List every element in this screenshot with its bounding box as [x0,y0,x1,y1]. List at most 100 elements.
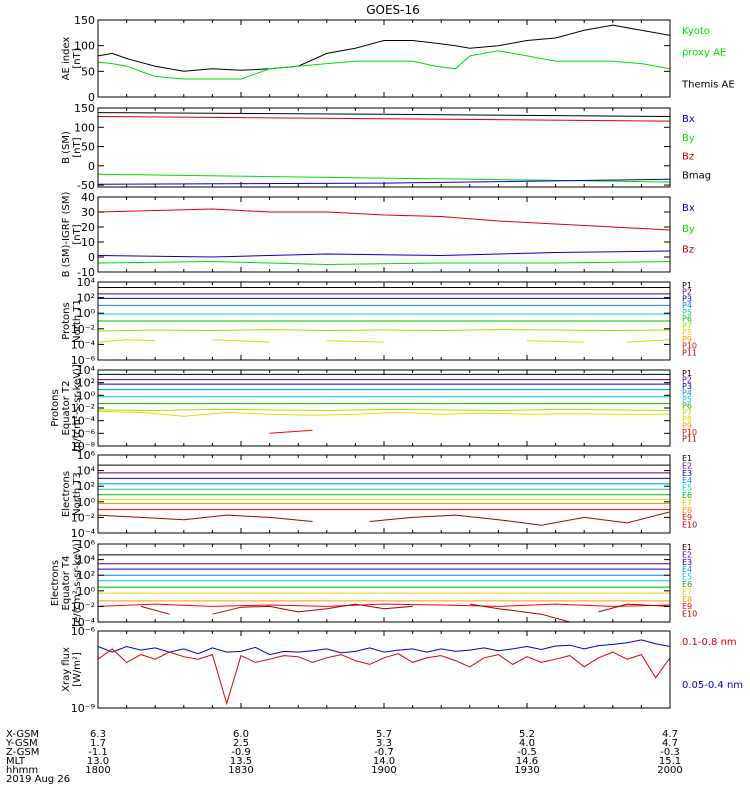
y-tick-label: 10⁻² [71,323,95,336]
legend-label: P1 [682,281,692,290]
y-axis-title: Equator T4 [61,556,72,611]
chart-title: GOES-16 [366,3,420,17]
legend-label: E3 [682,558,692,567]
legend-label: E4 [682,476,692,485]
y-axis-title: Xray flux [61,647,72,692]
y-tick-label: 10⁰ [77,389,96,402]
legend-label: Bx [682,203,695,214]
series-line-11 [369,511,670,526]
legend-label: P3 [682,382,692,391]
panel-8: 10⁻⁶ 10⁻⁹ Xray flux [W/m²] 0.1-0.8 nm 0.05-0.… [61,625,743,715]
y-tick-label: 10⁻⁴ [71,527,96,540]
series-line-8 [98,410,670,417]
legend-label: E4 [682,565,692,574]
series-line-1 [98,24,670,72]
panel-frame [97,369,671,447]
panel-3: -10 0 10 20 30 40 B (SM)-IGRF (SM) [nT] Bx By Bz [61,191,695,279]
legend-label: P8 [682,328,692,337]
time-axis-value: -0.7 [374,747,394,758]
y-tick-label: 10⁻⁴ [71,616,96,629]
legend-label: P5 [682,308,692,317]
time-axis-value: 6.0 [233,729,249,740]
y-axis-title: [nT] [72,137,83,157]
legend-label: E5 [682,484,692,493]
legend-label: P4 [682,389,692,398]
y-tick-label: 10⁻⁴ [71,338,96,351]
panel-frame [97,196,671,273]
series-group [98,287,670,343]
time-axis-value: 2000 [657,765,682,776]
y-axis-title: Electrons [61,471,72,517]
y-tick-label: 10⁻² [71,511,95,524]
series-group [98,464,670,526]
y-tick-label: 10⁰ [77,496,96,509]
series-line-13 [598,603,670,613]
legend-label: P6 [682,315,692,324]
legend-label: P11 [682,348,697,357]
panel-frame [97,454,671,534]
series-line-11 [212,603,413,615]
y-axis-title: [p/(cm²-s-sr-keV)] [72,364,83,452]
series-group [98,373,670,434]
y-tick-label: 10⁻⁸ [71,440,96,453]
y-tick-label: 10⁻⁶ [71,354,96,367]
legend-label: E10 [682,521,697,530]
y-tick-label: 10⁻⁹ [71,702,95,715]
legend-label: P3 [682,295,692,304]
panel-7: 10⁶ 10⁴ 10² 10⁰ 10⁻² 10⁻⁴ Electrons Equator T4[… [50,538,697,629]
y-axis-title: Protons [61,302,72,339]
series-group [98,24,670,80]
y-axis-title: North T1 [72,299,83,343]
y-tick-label: 10⁰ [77,307,96,320]
y-tick-label: 100 [74,40,95,53]
y-tick-label: -10 [77,266,95,279]
series-line-9 [212,339,270,343]
row-label: Y-GSM [5,738,38,749]
legend-label: E5 [682,573,692,582]
legend-label: E1 [682,454,692,463]
row-label: MLT [6,756,26,767]
time-axis-value: 2.5 [233,738,249,749]
time-axis-value: -0.5 [517,747,537,758]
y-tick-label: 10⁴ [77,554,96,567]
series-line-1 [98,112,670,117]
series-line-12 [469,603,571,622]
y-tick-label: 10² [77,569,95,582]
legend-label: Bmag [682,170,711,181]
time-axis-value: 1900 [371,765,396,776]
legend-label: P11 [682,435,697,444]
series-line-10 [326,340,385,343]
y-tick-label: 50 [81,141,95,154]
legend-label: E3 [682,469,692,478]
legend-label: E6 [682,580,692,589]
legend-label: P2 [682,376,692,385]
y-axis-title: [e/(cm²-s-sr-keV)] [72,539,83,627]
panel-frame [97,543,671,623]
legend-label: P1 [682,369,692,378]
date-label: 2019 Aug 26 [6,774,70,785]
legend-label: E10 [682,610,697,619]
y-tick-label: -50 [77,179,95,192]
y-tick-label: 150 [74,14,95,27]
y-tick-label: 10⁻⁶ [71,625,96,638]
y-axis-title: [W/m²] [72,652,83,687]
y-axis-title: Electrons [50,560,61,606]
y-axis-title: [nT] [72,48,83,68]
y-tick-label: 10² [77,292,95,305]
series-line-7 [98,408,670,412]
legend-label: P7 [682,408,692,417]
series-line-8 [98,339,156,343]
legend-label: E8 [682,595,692,604]
series-line-9 [269,429,313,434]
series-line-10 [98,514,313,522]
series-line-7 [98,329,670,332]
y-tick-label: 10⁰ [77,585,96,598]
y-tick-label: 10 [81,236,95,249]
y-tick-label: 0 [88,91,95,104]
legend-label: P8 [682,415,692,424]
y-tick-label: 40 [81,191,95,204]
